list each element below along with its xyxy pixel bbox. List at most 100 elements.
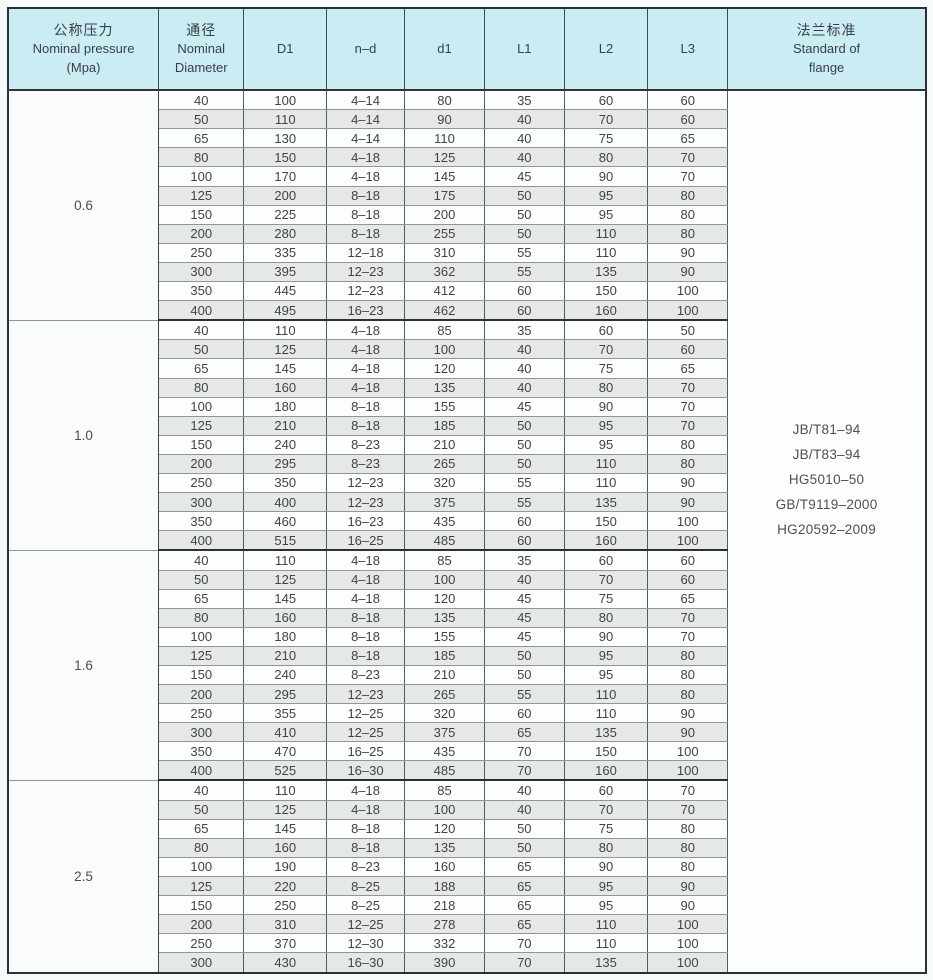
cell-n-d: 12–23 [326, 492, 406, 513]
cell-l1: 65 [484, 722, 565, 743]
cell-l1: 40 [484, 128, 565, 149]
cell-l1: 65 [484, 895, 565, 916]
cell-d1-lower: 390 [404, 952, 485, 974]
cell-d1-lower: 332 [404, 933, 485, 954]
cell-n-d: 4–14 [326, 109, 406, 130]
cell-d1-upper: 395 [243, 262, 328, 282]
cell-n-d: 8–18 [326, 819, 406, 839]
cell-l2: 75 [564, 819, 649, 839]
cell-diameter: 125 [158, 416, 245, 436]
table-row: 125 220 8–25 188 65 95 90 [8, 876, 926, 897]
cell-d1-upper: 240 [243, 435, 328, 455]
cell-d1-lower: 100 [404, 339, 485, 360]
cell-l1: 70 [484, 741, 565, 762]
cell-d1-lower: 155 [404, 397, 485, 417]
table-row: 300 430 16–30 390 70 135 100 [8, 952, 926, 974]
cell-l1: 45 [484, 166, 565, 187]
header-standard-en1: Standard of [792, 41, 861, 57]
cell-diameter: 80 [158, 838, 245, 858]
cell-l3: 80 [647, 224, 729, 244]
cell-l2: 70 [564, 339, 649, 360]
cell-d1-upper: 160 [243, 378, 328, 398]
cell-d1-upper: 310 [243, 914, 328, 935]
cell-l1: 50 [484, 186, 565, 206]
cell-n-d: 16–23 [326, 511, 406, 532]
cell-d1-upper: 145 [243, 589, 328, 609]
cell-n-d: 8–18 [326, 205, 406, 225]
cell-l1: 50 [484, 646, 565, 666]
cell-d1-lower: 265 [404, 454, 485, 474]
cell-l1: 50 [484, 454, 565, 474]
cell-d1-lower: 210 [404, 435, 485, 455]
cell-l2: 135 [564, 952, 649, 974]
header-diameter-zh: 通径 [186, 22, 217, 38]
cell-l1: 55 [484, 473, 565, 493]
cell-d1-upper: 220 [243, 876, 328, 897]
cell-l1: 65 [484, 876, 565, 897]
cell-l1: 35 [484, 320, 565, 341]
cell-l1: 50 [484, 224, 565, 244]
table-row: 50 125 4–18 100 40 70 60 [8, 339, 926, 360]
cell-d1-lower: 80 [404, 90, 485, 111]
cell-l2: 110 [564, 473, 649, 493]
table-body: 0.6 40 100 4–14 80 35 60 60 JB/T81–94 JB/T83–94 HG… [8, 90, 926, 974]
table-row: 65 145 4–18 120 45 75 65 [8, 589, 926, 609]
table-row: 150 250 8–25 218 65 95 90 [8, 895, 926, 916]
cell-l3: 100 [647, 300, 729, 322]
table-row: 50 110 4–14 90 40 70 60 [8, 109, 926, 130]
cell-l3: 80 [647, 857, 729, 877]
cell-n-d: 16–25 [326, 741, 406, 762]
cell-l1: 40 [484, 800, 565, 820]
table-row: 100 180 8–18 155 45 90 70 [8, 397, 926, 417]
cell-d1-upper: 470 [243, 741, 328, 762]
cell-n-d: 8–18 [326, 186, 406, 206]
table-row: 50 125 4–18 100 40 70 60 [8, 570, 926, 590]
cell-d1-upper: 180 [243, 627, 328, 647]
cell-l3: 60 [647, 109, 729, 130]
cell-d1-upper: 225 [243, 205, 328, 225]
cell-d1-upper: 125 [243, 800, 328, 820]
header-pressure-zh: 公称压力 [53, 22, 114, 38]
cell-n-d: 4–18 [326, 166, 406, 187]
cell-d1-upper: 460 [243, 511, 328, 532]
cell-l3: 90 [647, 703, 729, 724]
cell-l2: 70 [564, 800, 649, 820]
cell-l2: 70 [564, 109, 649, 130]
header-standard-zh: 法兰标准 [796, 22, 857, 38]
cell-d1-upper: 130 [243, 128, 328, 149]
cell-l2: 150 [564, 511, 649, 532]
cell-diameter: 200 [158, 454, 245, 474]
table-row: 0.6 40 100 4–14 80 35 60 60 JB/T81–94 JB/T83–94 HG… [8, 90, 926, 973]
cell-d1-lower: 90 [404, 109, 485, 130]
cell-d1-lower: 375 [404, 722, 485, 743]
cell-l2: 90 [564, 166, 649, 187]
cell-l3: 100 [647, 530, 729, 552]
cell-diameter: 80 [158, 147, 245, 168]
cell-d1-lower: 375 [404, 492, 485, 513]
cell-d1-upper: 350 [243, 473, 328, 493]
table-row: 65 145 4–18 120 40 75 65 [8, 358, 926, 379]
cell-l3: 70 [647, 800, 729, 820]
cell-d1-upper: 180 [243, 397, 328, 417]
cell-n-d: 12–25 [326, 703, 406, 724]
cell-l3: 65 [647, 589, 729, 609]
cell-l1: 45 [484, 608, 565, 628]
cell-diameter: 250 [158, 473, 245, 493]
cell-diameter: 400 [158, 300, 245, 322]
table-row: 65 145 8–18 120 50 75 80 [8, 819, 926, 839]
cell-l2: 160 [564, 760, 649, 782]
cell-n-d: 8–18 [326, 608, 406, 628]
cell-l2: 110 [564, 684, 649, 705]
cell-diameter: 100 [158, 627, 245, 647]
cell-d1-lower: 210 [404, 665, 485, 685]
cell-d1-upper: 525 [243, 760, 328, 782]
cell-l2: 90 [564, 397, 649, 417]
cell-d1-lower: 155 [404, 627, 485, 647]
cell-d1-upper: 210 [243, 416, 328, 436]
cell-l1: 60 [484, 530, 565, 552]
cell-l1: 40 [484, 109, 565, 130]
cell-d1-upper: 190 [243, 857, 328, 877]
cell-l2: 75 [564, 589, 649, 609]
cell-diameter: 40 [158, 550, 245, 571]
cell-l1: 40 [484, 570, 565, 590]
